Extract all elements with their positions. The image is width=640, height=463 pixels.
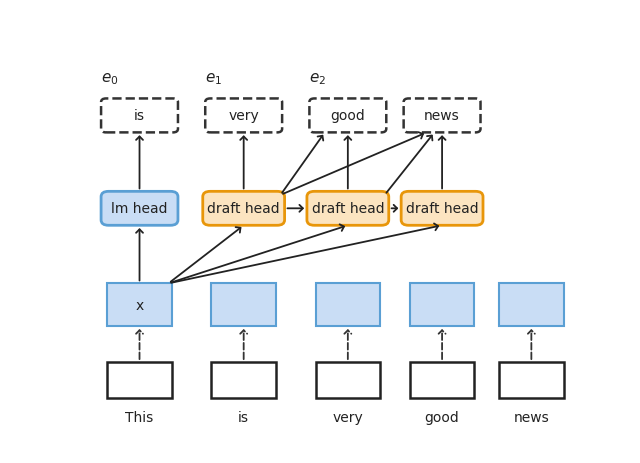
FancyBboxPatch shape [101,192,178,226]
Text: news: news [424,109,460,123]
Text: good: good [330,109,365,123]
Bar [410,284,474,326]
Bar [410,362,474,398]
Bar [108,362,172,398]
Text: lm head: lm head [111,202,168,216]
Text: is: is [134,109,145,123]
Text: draft head: draft head [207,202,280,216]
FancyBboxPatch shape [203,192,285,226]
Text: draft head: draft head [312,202,384,216]
Bar [499,284,564,326]
Bar [316,284,380,326]
Bar [316,362,380,398]
FancyBboxPatch shape [307,192,388,226]
Bar [211,362,276,398]
FancyBboxPatch shape [101,99,178,133]
Bar [211,284,276,326]
Text: $e_1$: $e_1$ [205,71,222,87]
Text: very: very [228,109,259,123]
Text: draft head: draft head [406,202,478,216]
FancyBboxPatch shape [309,99,387,133]
FancyBboxPatch shape [401,192,483,226]
Text: This: This [125,410,154,424]
Text: $e_2$: $e_2$ [309,71,326,87]
Text: news: news [513,410,549,424]
Bar [108,284,172,326]
Text: very: very [332,410,364,424]
Text: $e_0$: $e_0$ [101,71,118,87]
Text: good: good [425,410,460,424]
FancyBboxPatch shape [205,99,282,133]
Bar [499,362,564,398]
FancyBboxPatch shape [404,99,481,133]
Text: x: x [136,298,143,312]
Text: is: is [238,410,249,424]
